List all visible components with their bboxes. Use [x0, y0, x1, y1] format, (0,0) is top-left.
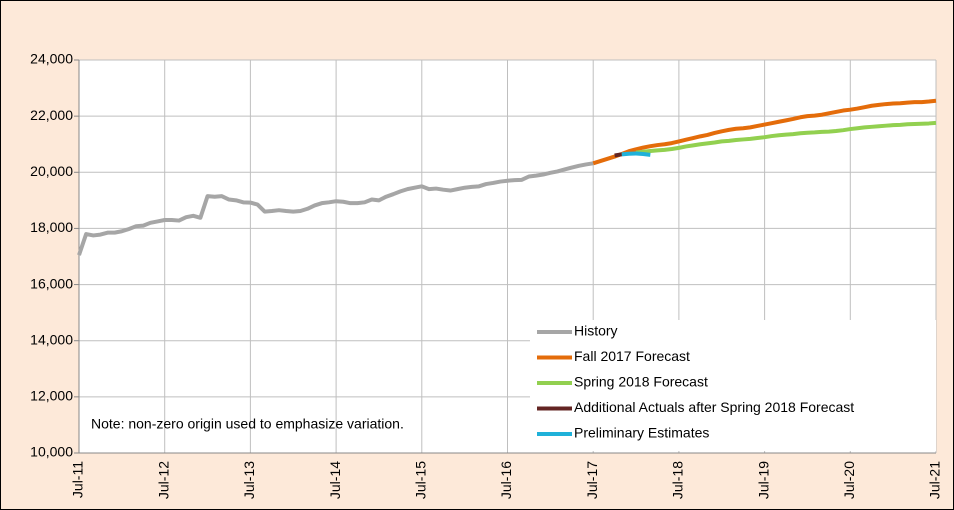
note: Note: non-zero origin used to emphasize … [91, 416, 404, 432]
x-tick-label: Jul-13 [241, 461, 257, 499]
y-tick-label: 20,000 [30, 163, 73, 179]
x-tick-label: Jul-20 [841, 461, 857, 499]
series-line [621, 151, 651, 157]
x-tick-label: Jul-21 [927, 461, 943, 499]
legend-label: Spring 2018 Forecast [574, 374, 708, 390]
y-tick-label: 18,000 [30, 219, 73, 235]
legend-label: Preliminary Estimates [574, 425, 709, 441]
x-tick-label: Jul-16 [498, 461, 514, 499]
legend-label: History [574, 323, 618, 339]
y-tick-label: 12,000 [30, 388, 73, 404]
y-tick-label: 16,000 [30, 275, 73, 291]
y-tick-label: 24,000 [30, 51, 73, 67]
legend-box [530, 320, 936, 451]
legend-label: Fall 2017 Forecast [574, 348, 690, 364]
x-tick-label: Jul-19 [755, 461, 771, 499]
legend-label: Additional Actuals after Spring 2018 For… [574, 399, 854, 415]
series-line [77, 161, 594, 256]
y-tick-label: 22,000 [30, 107, 73, 123]
series-line [592, 98, 937, 166]
y-tick-label: 10,000 [30, 444, 73, 460]
series-line [614, 152, 623, 158]
x-tick-label: Jul-14 [327, 461, 343, 499]
x-tick-label: Jul-18 [670, 461, 686, 499]
series-line [635, 120, 937, 155]
x-tick-label: Jul-15 [413, 461, 429, 499]
x-tick-label: Jul-11 [70, 461, 86, 498]
y-tick-label: 14,000 [30, 331, 73, 347]
x-tick-label: Jul-17 [584, 461, 600, 499]
x-tick-label: Jul-12 [155, 461, 171, 499]
